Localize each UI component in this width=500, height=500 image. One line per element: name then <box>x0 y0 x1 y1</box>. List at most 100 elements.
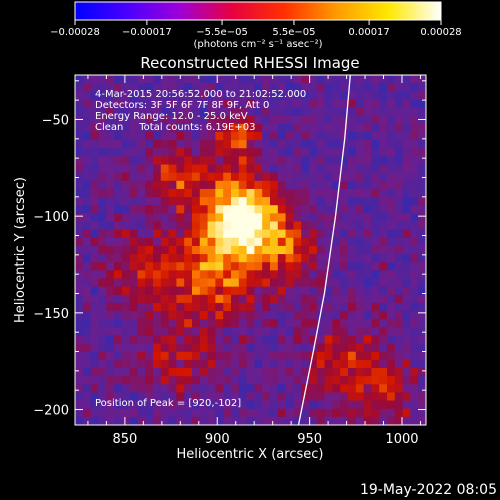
heatmap-cell <box>301 376 310 385</box>
heatmap-cell <box>277 164 287 174</box>
heatmap-cell <box>75 270 84 280</box>
heatmap-cell <box>231 270 240 280</box>
heatmap-cell <box>168 107 177 117</box>
heatmap-cell <box>254 188 263 198</box>
heatmap-cell <box>363 368 372 377</box>
heatmap-cell <box>145 75 154 84</box>
heatmap-cell <box>394 107 404 117</box>
heatmap-cell <box>285 148 294 157</box>
heatmap-cell <box>231 376 240 385</box>
heatmap-cell <box>121 286 131 296</box>
heatmap-cell <box>410 123 419 133</box>
heatmap-cell <box>293 213 302 223</box>
heatmap-cell <box>106 384 115 394</box>
heatmap-cell <box>121 416 131 425</box>
heatmap-cell <box>348 384 357 394</box>
heatmap-cell <box>75 91 84 101</box>
heatmap-cell <box>168 376 177 385</box>
heatmap-cell <box>129 213 138 223</box>
heatmap-cell <box>98 91 107 101</box>
heatmap-cell <box>82 107 92 117</box>
heatmap-cell <box>82 197 92 206</box>
heatmap-cell <box>176 164 185 174</box>
heatmap-cell <box>277 343 287 353</box>
heatmap-cell <box>199 351 209 361</box>
heatmap-cell <box>402 392 411 402</box>
heatmap-cell <box>153 376 162 385</box>
heatmap-cell <box>153 392 162 402</box>
heatmap-cell <box>215 368 224 377</box>
heatmap-cell <box>355 327 365 337</box>
heatmap-cell <box>199 286 209 296</box>
heatmap-cell <box>246 416 255 425</box>
heatmap-cell <box>223 123 232 133</box>
heatmap-cell <box>238 148 248 157</box>
heatmap-cell <box>285 278 294 288</box>
heatmap-cell <box>309 148 318 157</box>
heatmap-cell <box>277 197 287 206</box>
heatmap-cell <box>270 302 279 312</box>
heatmap-cell <box>153 140 162 149</box>
heatmap-cell <box>254 351 263 361</box>
heatmap-cell <box>387 311 396 320</box>
heatmap-cell <box>176 131 185 141</box>
heatmap-cell <box>90 311 99 320</box>
heatmap-cell <box>121 408 131 418</box>
heatmap-cell <box>348 148 357 157</box>
heatmap-cell <box>98 311 107 320</box>
heatmap-cell <box>106 416 115 425</box>
heatmap-cell <box>176 213 185 223</box>
heatmap-cell <box>379 376 388 385</box>
heatmap-cell <box>355 213 365 223</box>
heatmap-cell <box>402 115 411 125</box>
heatmap-cell <box>293 99 302 109</box>
heatmap-cell <box>223 107 232 117</box>
heatmap-cell <box>262 131 271 141</box>
heatmap-cell <box>90 172 99 182</box>
heatmap-cell <box>199 416 209 425</box>
heatmap-cell <box>418 180 426 190</box>
heatmap-cell <box>301 270 310 280</box>
heatmap-cell <box>363 327 372 337</box>
heatmap-cell <box>90 91 99 101</box>
heatmap-cell <box>418 156 426 166</box>
heatmap-cell <box>215 221 224 231</box>
heatmap-cell <box>254 237 263 247</box>
heatmap-cell <box>153 91 162 101</box>
heatmap-cell <box>316 302 326 312</box>
heatmap-cell <box>184 188 193 198</box>
heatmap-cell <box>160 237 170 247</box>
heatmap-cell <box>121 368 131 377</box>
heatmap-cell <box>340 254 349 263</box>
heatmap-cell <box>324 213 333 223</box>
heatmap-cell <box>418 270 426 280</box>
heatmap-cell <box>106 75 115 84</box>
heatmap-cell <box>309 376 318 385</box>
heatmap-cell <box>402 302 411 312</box>
heatmap-cell <box>316 311 326 320</box>
heatmap-cell <box>355 229 365 239</box>
heatmap-cell <box>168 278 177 288</box>
heatmap-cell <box>192 91 201 101</box>
heatmap-cell <box>98 140 107 149</box>
heatmap-cell <box>270 197 279 206</box>
heatmap-cell <box>231 140 240 149</box>
heatmap-cell <box>176 351 185 361</box>
heatmap-cell <box>145 311 154 320</box>
heatmap-cell <box>301 278 310 288</box>
heatmap-cell <box>410 197 419 206</box>
heatmap-cell <box>270 278 279 288</box>
heatmap-cell <box>270 359 279 369</box>
heatmap-cell <box>309 327 318 337</box>
heatmap-cell <box>387 188 396 198</box>
heatmap-cell <box>332 384 341 394</box>
heatmap-cell <box>402 376 411 385</box>
heatmap-cell <box>410 131 419 141</box>
heatmap-cell <box>324 302 333 312</box>
heatmap-cell <box>106 335 115 345</box>
heatmap-cell <box>246 327 255 337</box>
heatmap-cell <box>176 245 185 255</box>
heatmap-cell <box>301 221 310 231</box>
heatmap-cell <box>394 83 404 92</box>
heatmap-cell <box>75 311 84 320</box>
